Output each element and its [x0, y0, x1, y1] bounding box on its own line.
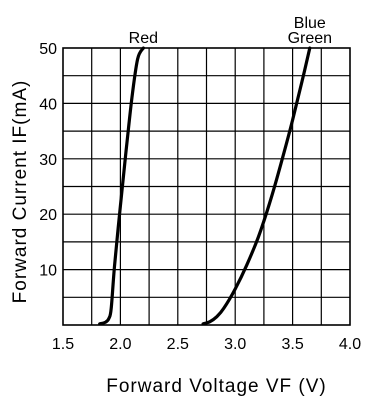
- x-tick-label: 2.5: [167, 336, 189, 353]
- series-curve-blue-green: [201, 46, 312, 326]
- y-tick-label: 20: [39, 207, 57, 224]
- plot-frame: [62, 47, 351, 326]
- x-tick-label: 1.5: [52, 336, 74, 353]
- x-tick-label: 2.0: [109, 336, 131, 353]
- x-tick-label: 3.5: [281, 336, 303, 353]
- x-tick-label: 4.0: [339, 336, 361, 353]
- series-label: Green: [288, 30, 332, 47]
- y-tick-label: 10: [39, 263, 57, 280]
- x-axis-label: Forward Voltage VF (V): [106, 376, 327, 397]
- y-tick-label: 40: [39, 96, 57, 113]
- grid: [63, 48, 350, 325]
- x-tick-label: 3.0: [224, 336, 246, 353]
- y-tick-label: 50: [39, 41, 57, 58]
- series-label: Blue: [294, 15, 326, 32]
- curves: [98, 46, 312, 326]
- series-curve-red: [98, 46, 145, 326]
- y-axis-tick-labels: 10 20 30 40 50: [39, 41, 57, 280]
- y-tick-label: 30: [39, 152, 57, 169]
- x-axis-tick-labels: 1.5 2.0 2.5 3.0 3.5 4.0: [52, 336, 361, 353]
- y-axis-label: Forward Current IF(mA): [10, 80, 31, 304]
- series-label: Red: [129, 30, 158, 47]
